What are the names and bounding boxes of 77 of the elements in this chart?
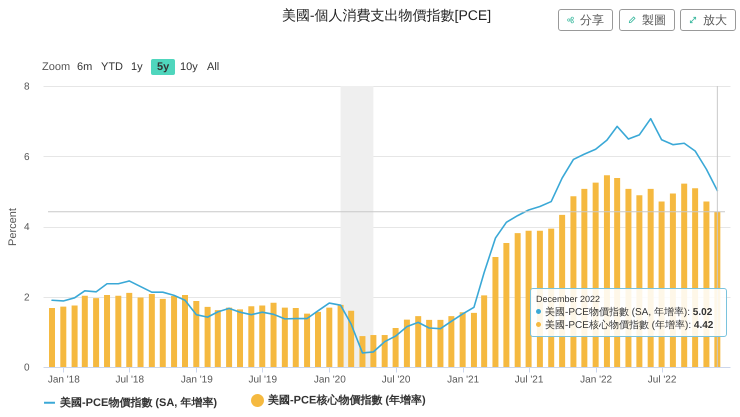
text: 5y [151, 59, 176, 75]
bar [126, 292, 132, 367]
bar [359, 336, 366, 367]
annotation: 美國-PCE物價指數 (SA, 年增率): 5.02 [545, 307, 712, 318]
bar [492, 257, 498, 367]
bar [214, 310, 221, 367]
text: Zoom [42, 61, 70, 73]
text: 6m [77, 61, 92, 73]
bar [248, 306, 254, 367]
text: 製圖 [642, 12, 666, 28]
x-tick-label: Jan '21 [447, 374, 480, 386]
bar [382, 335, 388, 367]
bar [115, 296, 122, 367]
bar [148, 294, 155, 367]
bar [282, 308, 288, 367]
annotation: 美國-PCE核心物價指數 (年增率): 4.42 [545, 320, 714, 331]
bar [72, 306, 78, 367]
bar [315, 312, 321, 367]
bar [426, 320, 432, 367]
bar [60, 306, 66, 367]
x-tick-label: Jul '19 [248, 374, 278, 386]
bar [160, 298, 166, 367]
bar [370, 335, 376, 367]
bar [237, 309, 244, 367]
bar [448, 316, 454, 367]
x-tick-label: Jul '18 [115, 374, 144, 386]
bar [270, 302, 277, 367]
y-tick-label: 4 [24, 222, 30, 233]
y-axis-title: Percent [6, 208, 19, 246]
bar [292, 308, 299, 367]
bar [404, 320, 410, 367]
bar [470, 312, 477, 367]
x-tick-label: Jul '21 [514, 374, 544, 386]
bar [193, 300, 200, 367]
bar [392, 328, 399, 367]
bar [503, 243, 510, 367]
bar [171, 296, 178, 367]
legend-label: 美國-PCE核心物價指數 (年增率) [267, 394, 426, 407]
legend-label: 美國-PCE物價指數 (SA, 年增率) [59, 396, 218, 409]
x-tick-label: Jul '20 [382, 374, 411, 386]
bar [338, 304, 344, 367]
bar [304, 314, 310, 367]
text: YTD [101, 61, 123, 73]
x-tick-label: Jan '18 [48, 374, 80, 386]
x-tick-label: Jan '22 [580, 374, 613, 386]
y-tick-label: 6 [24, 152, 30, 163]
annotation: December 2022 [536, 293, 602, 306]
bar [182, 294, 188, 367]
text: 放大 [703, 12, 727, 28]
text: 分享 [580, 12, 604, 28]
x-tick-label: Jan '20 [314, 374, 346, 386]
y-tick-label: 2 [24, 292, 30, 304]
bar [348, 310, 354, 367]
text: 10y [180, 61, 198, 73]
bar [138, 297, 144, 367]
y-tick-label: 8 [24, 82, 30, 92]
bar [415, 316, 422, 367]
bar [526, 230, 532, 367]
bar [481, 295, 488, 367]
text: All [207, 61, 220, 73]
bar [259, 306, 266, 367]
bar [82, 296, 88, 367]
bar [49, 308, 56, 367]
bar [460, 312, 466, 367]
bar [514, 233, 521, 367]
bar [104, 294, 110, 367]
x-tick-label: Jan '19 [180, 374, 214, 386]
bar [204, 306, 211, 367]
bar [226, 308, 232, 367]
x-tick-label: Jul '22 [648, 374, 677, 386]
chart-title: 美國-個人消費支出物價指數[PCE] [282, 7, 492, 23]
bar [437, 320, 444, 367]
line-series [51, 118, 718, 354]
text: 1y [131, 61, 143, 73]
y-tick-label: 0 [24, 362, 30, 374]
bar [326, 308, 332, 367]
bar [93, 298, 100, 367]
